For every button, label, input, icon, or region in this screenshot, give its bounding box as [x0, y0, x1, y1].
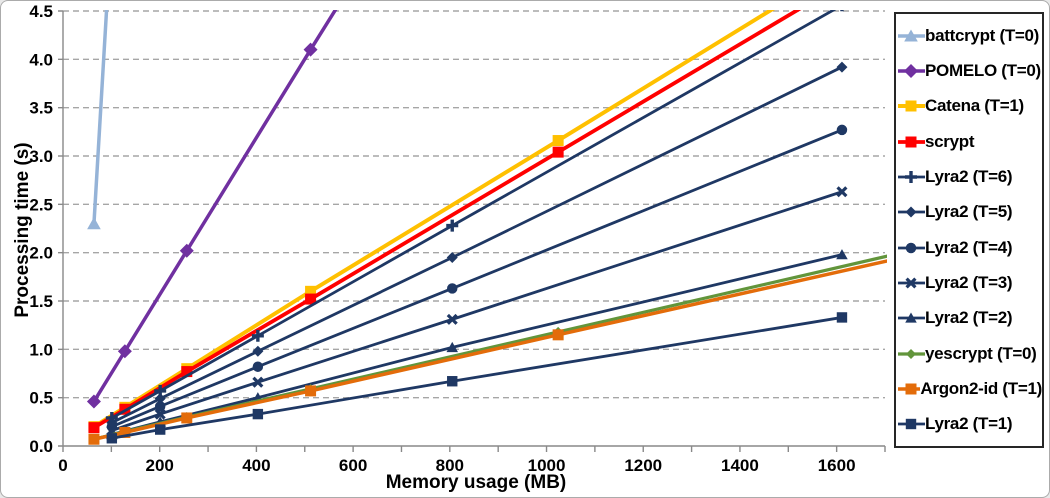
legend-label: battcrypt (T=0) [925, 25, 1040, 45]
x-tick-label: 1000 [528, 456, 566, 475]
legend-item-Catena (T=1): Catena (T=1) [898, 96, 1042, 116]
legend-item-Lyra2 (T=3): Lyra2 (T=3) [898, 273, 1042, 293]
series-markers-Argon2-id (T=1) [88, 329, 564, 445]
y-tick-label: 0.0 [29, 437, 53, 456]
y-tick-label: 2.0 [29, 244, 53, 263]
legend-marker-icon [898, 206, 925, 218]
y-tick-label: 2.5 [29, 195, 53, 214]
legend-marker-icon [898, 383, 921, 395]
legend-label: Lyra2 (T=3) [925, 272, 1013, 292]
y-tick-labels: 0.0 0.5 1.0 1.5 2.0 2.5 3.0 3.5 4.0 4.5 [29, 2, 63, 456]
legend-item-Lyra2 (T=1): Lyra2 (T=1) [898, 414, 1042, 434]
y-tick-label: 3.0 [29, 147, 53, 166]
legend-label: Lyra2 (T=2) [925, 308, 1013, 328]
x-axis-title: Memory usage (MB) [385, 472, 567, 493]
legend-marker-icon [898, 419, 925, 430]
legend-marker-icon [898, 136, 925, 148]
y-tick-label: 3.5 [29, 99, 53, 118]
y-tick-label: 1.5 [29, 292, 53, 311]
legend-marker-icon [898, 170, 925, 183]
legend-label: Lyra2 (T=1) [925, 414, 1013, 434]
legend-item-battcrypt (T=0): battcrypt (T=0) [898, 26, 1042, 46]
x-tick-label: 400 [242, 456, 270, 475]
x-tick-labels: 0 200 400 600 800 1000 1200 1400 1600 [58, 446, 886, 475]
x-tick-label: 600 [339, 456, 367, 475]
series-line-Lyra2 (T=4) [110, 128, 844, 429]
series-line-Lyra2 (T=1) [110, 316, 844, 440]
legend-label: Lyra2 (T=4) [925, 237, 1013, 257]
legend-item-Lyra2 (T=5): Lyra2 (T=5) [898, 202, 1042, 222]
legend-label: Argon2-id (T=1) [920, 378, 1042, 398]
y-tick-label: 1.0 [29, 340, 53, 359]
legend-item-scrypt: scrypt [898, 132, 1042, 152]
series-line-POMELO (T=0) [92, 10, 338, 404]
legend-marker-icon [898, 242, 925, 253]
y-axis-title: Processing time (s) [12, 142, 33, 318]
series-lines [86, 10, 887, 445]
x-tick-label: 0 [58, 456, 67, 475]
legend-label: yescrypt (T=0) [925, 343, 1037, 363]
y-tick-label: 0.5 [29, 389, 53, 408]
legend-label: Catena (T=1) [925, 96, 1024, 116]
y-tick-label: 4.0 [29, 50, 53, 69]
legend-item-POMELO (T=0): POMELO (T=0) [898, 61, 1042, 81]
series-line-battcrypt (T=0) [92, 10, 109, 226]
series-markers-POMELO (T=0) [86, 42, 318, 409]
legend-item-yescrypt (T=0): yescrypt (T=0) [898, 344, 1042, 364]
x-tick-label: 800 [436, 456, 464, 475]
legend-item-Lyra2 (T=2): Lyra2 (T=2) [898, 308, 1042, 328]
legend-marker-icon [898, 29, 925, 42]
legend-marker-icon [898, 312, 925, 323]
legend-marker-icon [898, 63, 925, 78]
series-line-Lyra2 (T=5) [110, 65, 844, 425]
legend-label: POMELO (T=0) [925, 60, 1041, 80]
legend-box: battcrypt (T=0) POMELO (T=0) Catena (T=1) s… [894, 12, 1044, 448]
legend-label: scrypt [925, 131, 975, 151]
y-tick-label: 4.5 [29, 2, 53, 21]
series-markers-Lyra2 (T=1) [106, 312, 848, 444]
axes [62, 11, 885, 447]
legend-item-Lyra2 (T=6): Lyra2 (T=6) [898, 167, 1042, 187]
series-markers-battcrypt (T=0) [87, 217, 101, 230]
x-tick-label: 1200 [624, 456, 662, 475]
legend-label: Lyra2 (T=6) [925, 166, 1013, 186]
series-line-Lyra2 (T=3) [110, 190, 844, 432]
x-tick-label: 1600 [818, 456, 856, 475]
legend-item-Argon2-id (T=1): Argon2-id (T=1) [898, 379, 1042, 399]
gridlines [63, 10, 885, 399]
legend-marker-icon [898, 100, 925, 112]
series-line-Lyra2 (T=6) [110, 10, 837, 420]
legend-marker-icon [898, 348, 925, 359]
series-line-Lyra2 (T=2) [110, 253, 844, 436]
x-tick-label: 1400 [721, 456, 759, 475]
legend-marker-icon [898, 277, 925, 289]
legend-label: Lyra2 (T=5) [925, 202, 1013, 222]
x-tick-label: 200 [146, 456, 174, 475]
legend-item-Lyra2 (T=4): Lyra2 (T=4) [898, 238, 1042, 258]
